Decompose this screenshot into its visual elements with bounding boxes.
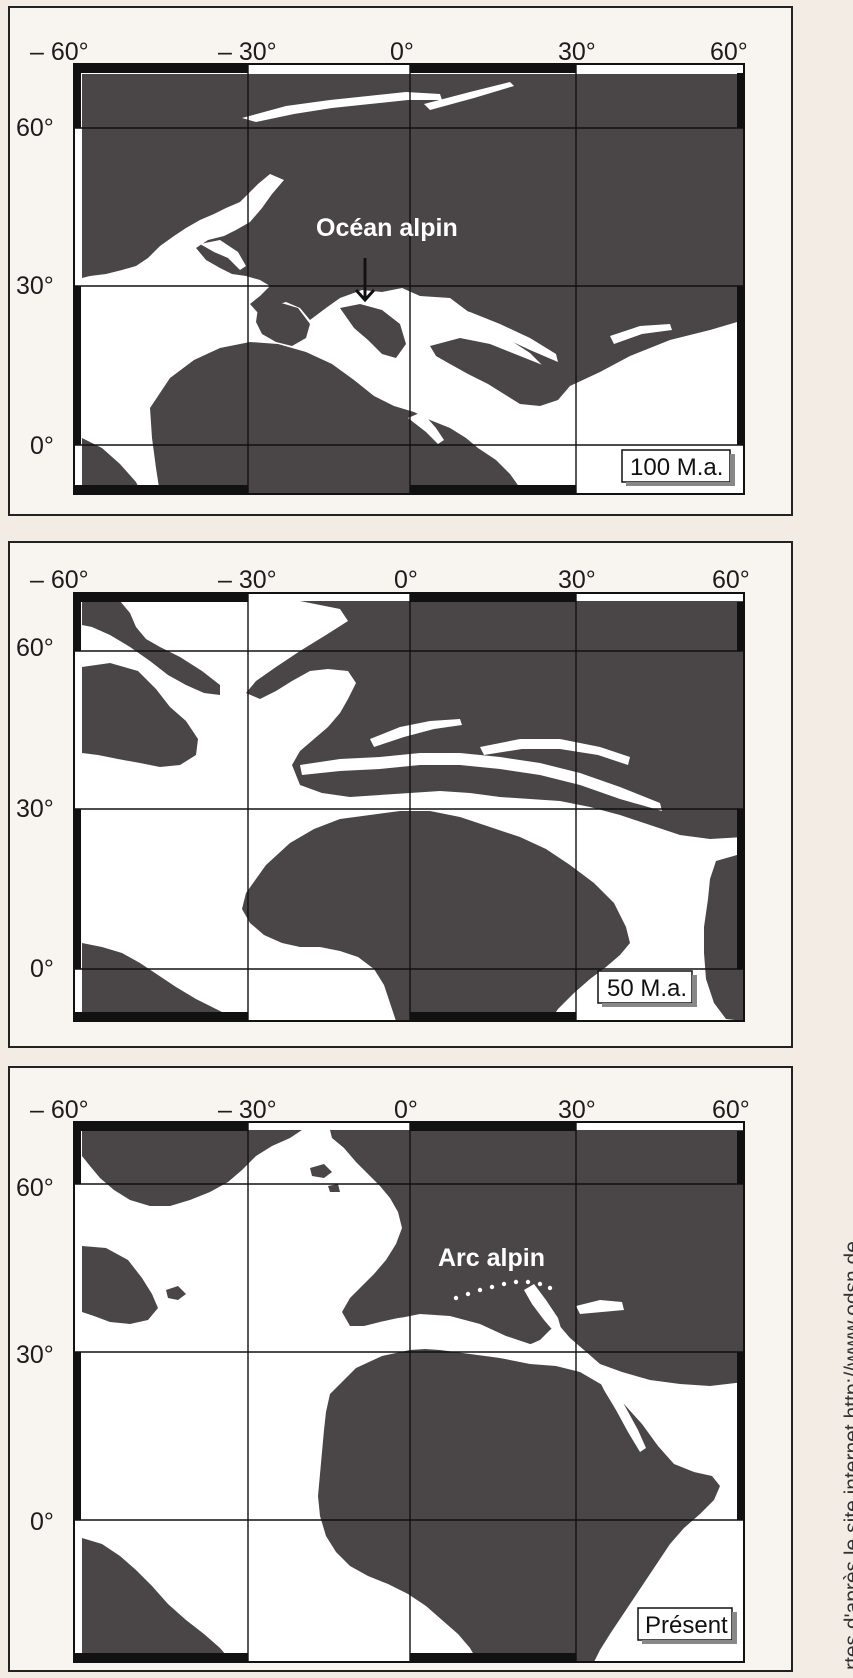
land-north-america (82, 1246, 158, 1324)
seaway-north-2 (424, 82, 514, 110)
map-frame (73, 1121, 745, 1663)
x-tick-label: – 30° (218, 1096, 277, 1124)
seaway-tethys-1 (410, 304, 558, 362)
land-greenland (82, 1130, 302, 1206)
ocean-alpin-label: Océan alpin (316, 214, 458, 242)
x-tick-label: 30° (558, 566, 596, 594)
land-iceland (166, 1286, 186, 1300)
sea-red-sea (594, 1366, 646, 1452)
land-south-america (82, 1538, 232, 1662)
land-iberia (256, 302, 310, 346)
x-tick-label: 30° (558, 1096, 596, 1124)
land-africa (318, 1348, 720, 1662)
y-tick-label: 60° (16, 114, 54, 142)
graticule (74, 64, 744, 494)
x-tick-label: – 30° (218, 566, 277, 594)
age-label-box: 100 M.a. (621, 449, 735, 486)
land-south-america (82, 438, 142, 494)
age-label-box: 50 M.a. (597, 970, 697, 1007)
y-tick-label: 60° (16, 1174, 54, 1202)
y-tick-label: 0° (30, 955, 54, 983)
y-tick-label: 30° (16, 272, 54, 300)
seaway-tethys-a (370, 719, 462, 747)
map-frame (73, 63, 745, 495)
age-label: Présent (645, 1612, 728, 1639)
source-credit: rtes d'après le site internet http://www… (841, 1241, 853, 1670)
x-tick-label: 60° (712, 566, 750, 594)
arc-alpin-label: Arc alpin (438, 1244, 545, 1272)
map-frame (73, 592, 745, 1022)
y-tick-label: 30° (16, 1341, 54, 1369)
scale-bars (74, 64, 744, 494)
land-north-america (82, 663, 198, 767)
x-tick-label: 0° (394, 1096, 418, 1124)
seaway-west (200, 240, 246, 270)
map-panel-50ma: – 60° – 30° 0° 30° 60° 60° 30° 0° (8, 541, 793, 1048)
land-adria (340, 304, 406, 358)
map-svg-50ma: – 60° – 30° 0° 30° 60° 60° 30° 0° (16, 566, 750, 1022)
y-tick-label: 0° (30, 1508, 54, 1536)
map-svg-present: – 60° – 30° 0° 30° 60° 60° 30° 0° (16, 1096, 750, 1663)
age-label: 100 M.a. (630, 454, 723, 481)
land-eurasia (330, 1130, 744, 1386)
graticule (74, 593, 744, 1021)
x-tick-label: – 30° (218, 38, 277, 66)
land-south-america (82, 943, 238, 1021)
land-eurasia (246, 601, 744, 839)
land-greenland-strip (82, 74, 216, 158)
map-panel-100ma: – 60° – 30° 0° 30° 60° 60° 30° 0° (8, 6, 793, 516)
alpine-arc-dots (453, 1279, 559, 1335)
x-tick-label: 60° (712, 1096, 750, 1124)
sea-black-sea (576, 1300, 624, 1314)
x-tick-label: – 60° (30, 1096, 89, 1124)
y-tick-label: 60° (16, 634, 54, 662)
land-gondwana (150, 342, 524, 494)
seaway-tethys-c (480, 739, 630, 765)
seaway-red-sea (522, 805, 540, 835)
land-iberia-islands (310, 1164, 340, 1192)
y-tick-label: 0° (30, 432, 54, 460)
x-tick-label: 0° (390, 38, 414, 66)
x-tick-label: – 60° (30, 38, 89, 66)
scale-bars (74, 1122, 744, 1662)
arrow-down-icon (354, 258, 376, 303)
seaway-tethys-2 (610, 324, 672, 344)
seaway-tethys-b (300, 753, 662, 811)
age-label: 50 M.a. (607, 975, 687, 1002)
age-label-box: Présent (637, 1607, 737, 1644)
scale-bars (74, 593, 744, 1021)
graticule (74, 1122, 744, 1662)
map-panel-present: – 60° – 30° 0° 30° 60° 60° 30° 0° (8, 1066, 793, 1672)
x-tick-label: 0° (394, 566, 418, 594)
seaway-north (242, 92, 442, 122)
land-arabia (430, 338, 570, 406)
map-svg-100ma: – 60° – 30° 0° 30° 60° 60° 30° 0° (16, 38, 748, 495)
seaway-strait (408, 412, 444, 444)
x-tick-label: – 60° (30, 566, 89, 594)
y-tick-label: 30° (16, 795, 54, 823)
x-tick-label: 30° (558, 38, 596, 66)
x-tick-label: 60° (710, 38, 748, 66)
land-greenland (82, 601, 220, 695)
land-india (704, 853, 744, 1021)
